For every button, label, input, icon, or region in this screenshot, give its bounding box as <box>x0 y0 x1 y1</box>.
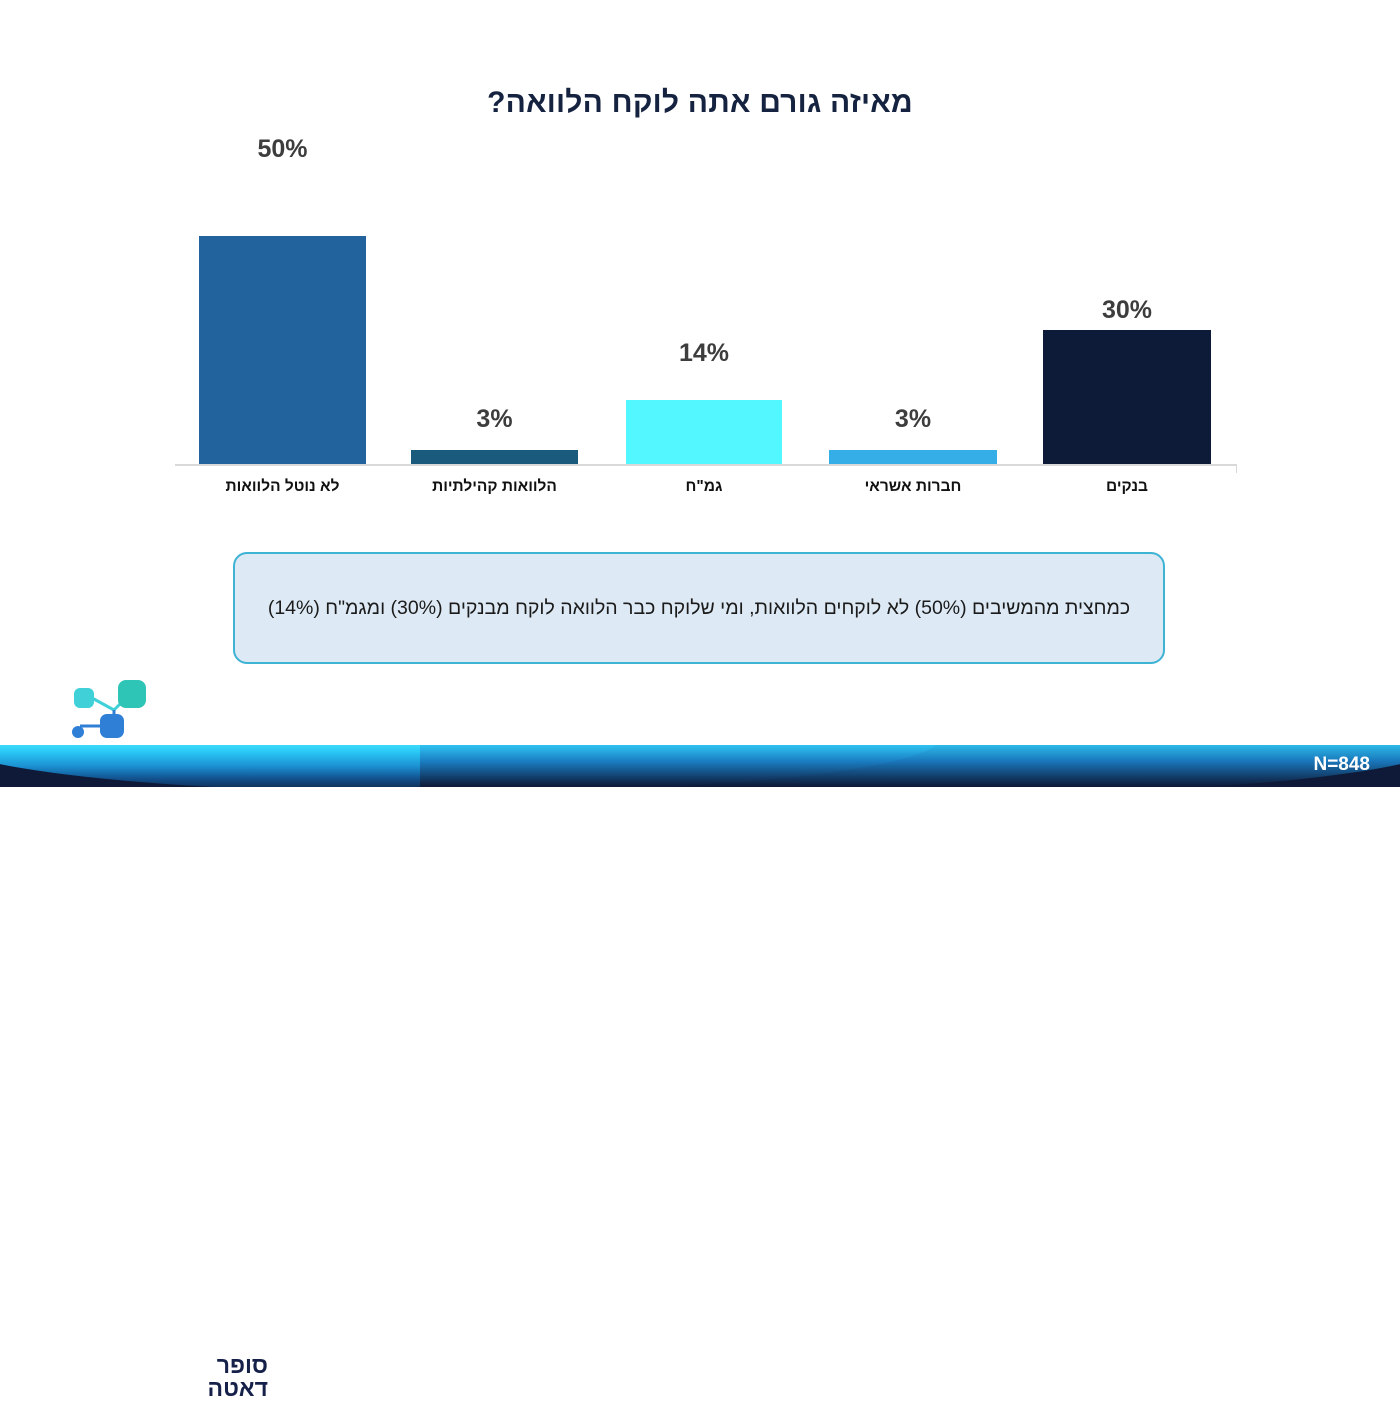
page-title: מאיזה גורם אתה לוקח הלוואה? <box>487 86 913 119</box>
x-axis-label-2: הלוואות קהילתיות <box>432 478 557 495</box>
bar-value-label-1: 50% <box>257 135 308 163</box>
bar-slot-2: 3% <box>411 170 578 464</box>
logo-line-2: דאטה <box>207 1374 268 1401</box>
footer-bar: N=848 <box>0 745 1400 787</box>
x-axis-end-tick <box>1236 464 1237 473</box>
bar-slot-5: 30% <box>1043 170 1211 464</box>
logo-nodes-icon <box>72 680 146 738</box>
bar-gemach[interactable] <box>626 400 782 464</box>
bar-value-label-3: 14% <box>678 339 730 367</box>
bar-slot-1: 50% <box>199 135 366 464</box>
bar-bankim[interactable] <box>1043 330 1211 464</box>
logo-line-1: סופר <box>216 1352 268 1378</box>
bar-hevrot-ashrai[interactable] <box>829 450 997 464</box>
x-axis-label-3: גמ"ח <box>685 478 723 495</box>
bar-slot-4: 3% <box>829 170 997 464</box>
brand-logo: סופר דאטה <box>62 676 268 1399</box>
x-axis-label-1: לא נוטל הלוואות <box>225 478 340 495</box>
bar-halvaot-kehilatiyot[interactable] <box>411 450 578 464</box>
bar-slot-3: 14% <box>626 170 782 464</box>
footer-gradient-swoosh-secondary <box>420 745 1400 787</box>
insight-callout-text: כמחצית מהמשיבים (50%) לא לוקחים הלוואות,… <box>267 596 1131 619</box>
bar-value-label-4: 3% <box>894 405 932 433</box>
bar-la-notel-halvaot[interactable] <box>199 236 366 464</box>
sample-size-label: N=848 <box>1313 754 1370 775</box>
bar-chart: 50% 3% 14% 3% 30% <box>175 135 1237 473</box>
chart-plot-area: 50% 3% 14% 3% 30% <box>175 135 1237 473</box>
insight-callout-box: כמחצית מהמשיבים (50%) לא לוקחים הלוואות,… <box>233 552 1165 664</box>
bar-value-label-5: 30% <box>1101 296 1153 324</box>
x-axis-label-5: בנקים <box>1106 478 1148 495</box>
bar-value-label-2: 3% <box>476 405 513 433</box>
x-axis-label-4: חברות אשראי <box>864 478 962 495</box>
logo-wordmark: סופר דאטה <box>180 1354 268 1399</box>
x-axis-line <box>175 464 1237 466</box>
